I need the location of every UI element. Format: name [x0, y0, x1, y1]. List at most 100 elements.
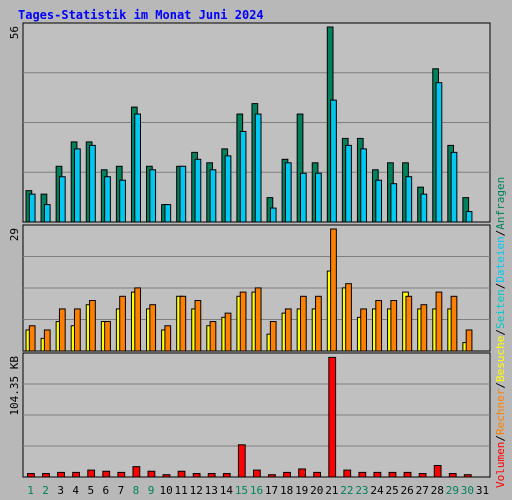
bar-volume-day-6 [102, 470, 111, 478]
bar-sites-day-24 [375, 300, 383, 352]
bar-sites-day-5 [89, 300, 96, 352]
x-tick-label-day-16: 16 [250, 484, 263, 497]
legend-separator: / [494, 230, 507, 237]
x-tick-label-day-14: 14 [220, 484, 234, 497]
bar-sites-day-6 [104, 321, 111, 352]
x-tick-label-day-1: 1 [27, 484, 34, 497]
bar-sites-day-12 [194, 300, 202, 352]
bar-files-day-5 [89, 144, 96, 223]
bar-sites-day-22 [345, 283, 352, 352]
bar-sites-day-25 [390, 300, 398, 352]
x-tick-label-day-13: 13 [205, 484, 218, 497]
x-tick-label-day-9: 9 [148, 484, 155, 497]
bar-sites-day-2 [43, 329, 51, 352]
bar-files-day-18 [284, 162, 292, 223]
x-tick-label-day-25: 25 [385, 484, 398, 497]
bar-volume-day-18 [283, 471, 291, 478]
x-tick-label-day-10: 10 [159, 484, 172, 497]
bar-sites-day-1 [28, 325, 36, 352]
bar-volume-day-26 [403, 471, 412, 478]
bar-volume-day-15 [237, 444, 246, 478]
bar-volume-day-22 [343, 469, 352, 478]
x-tick-label-day-2: 2 [42, 484, 49, 497]
bar-files-day-1 [28, 193, 36, 223]
bar-volume-day-13 [207, 473, 216, 478]
bar-volume-day-5 [87, 469, 96, 478]
bar-files-day-24 [375, 179, 383, 223]
bar-files-day-19 [299, 172, 307, 223]
x-tick-label-day-22: 22 [340, 484, 353, 497]
bar-sites-day-29 [450, 295, 458, 352]
bar-volume-day-1 [27, 473, 35, 478]
bar-volume-day-28 [433, 465, 442, 478]
x-axis-tick-labels: 1 2 3 4 5 6 7 8 9 10 11 12 13 14 15 16 17 18 19 20 21 22 23 24 2… [27, 484, 489, 497]
x-tick-label-day-21: 21 [325, 484, 338, 497]
panel-2: 29 [8, 224, 491, 352]
bar-sites-day-11 [179, 295, 187, 352]
bar-volume-day-20 [313, 471, 322, 478]
bar-files-day-11 [179, 165, 187, 223]
x-tick-label-day-29: 29 [446, 484, 459, 497]
x-tick-label-day-11: 11 [175, 484, 188, 497]
x-tick-label-day-24: 24 [370, 484, 384, 497]
bar-volume-day-19 [298, 468, 306, 478]
bar-sites-day-26 [405, 295, 413, 352]
bar-files-day-8 [134, 113, 141, 223]
bar-volume-day-29 [448, 473, 457, 478]
x-tick-label-day-7: 7 [118, 484, 125, 497]
y-axis-max-label: 104.35 KB [8, 356, 21, 416]
y-axis-max-label: 56 [8, 26, 21, 39]
bar-files-day-27 [420, 193, 428, 223]
x-tick-label-day-12: 12 [190, 484, 203, 497]
legend-separator: / [494, 435, 507, 442]
bar-sites-day-27 [420, 304, 428, 352]
legend-item-pages: Seiten [494, 289, 507, 329]
bar-files-day-26 [405, 176, 413, 223]
bar-files-day-21 [330, 99, 337, 223]
x-tick-label-day-27: 27 [416, 484, 429, 497]
bar-volume-day-23 [358, 471, 367, 478]
bar-volume-day-2 [42, 473, 50, 478]
bar-volume-day-4 [72, 471, 80, 478]
bar-volume-day-10 [162, 474, 171, 478]
bar-files-day-23 [360, 148, 367, 223]
bar-files-day-7 [119, 179, 126, 223]
legend-text: Volumen/Rechner/Besuche/Seiten/Dateien/A… [494, 177, 507, 488]
bar-sites-day-23 [360, 308, 367, 352]
bar-sites-day-10 [164, 325, 172, 352]
x-tick-label-day-19: 19 [295, 484, 308, 497]
bar-files-day-10 [164, 204, 172, 223]
bar-volume-day-30 [463, 474, 472, 478]
bar-files-day-9 [149, 169, 157, 223]
bar-volume-day-12 [192, 473, 201, 478]
legend-item-files: Dateien [494, 236, 507, 282]
x-tick-label-day-23: 23 [355, 484, 368, 497]
bar-sites-day-7 [119, 295, 126, 352]
bar-files-day-20 [315, 172, 322, 223]
legend-separator: / [494, 283, 507, 290]
x-tick-label-day-3: 3 [57, 484, 64, 497]
x-tick-label-day-4: 4 [72, 484, 79, 497]
x-tick-label-day-18: 18 [280, 484, 293, 497]
bar-sites-day-30 [465, 329, 473, 352]
bar-sites-day-15 [239, 291, 247, 352]
legend-item-volume: Volumen [494, 442, 507, 488]
bar-sites-day-20 [315, 295, 322, 352]
bar-files-day-4 [74, 148, 81, 223]
bar-sites-day-3 [58, 308, 66, 352]
x-tick-label-day-17: 17 [265, 484, 278, 497]
x-tick-label-day-30: 30 [461, 484, 474, 497]
bar-volume-day-14 [222, 473, 231, 478]
bar-volume-day-17 [268, 474, 276, 478]
bar-sites-day-9 [149, 304, 157, 352]
y-axis-max-label: 29 [8, 228, 21, 241]
legend-separator: / [494, 329, 507, 336]
legend-separator: / [494, 382, 507, 389]
legend-item-hits: Anfragen [494, 177, 507, 230]
bar-sites-day-19 [299, 295, 307, 352]
x-tick-label-day-15: 15 [235, 484, 248, 497]
panel-3: 104.35 KB [8, 352, 491, 478]
x-tick-label-day-31: 31 [476, 484, 489, 497]
x-tick-label-day-6: 6 [103, 484, 110, 497]
